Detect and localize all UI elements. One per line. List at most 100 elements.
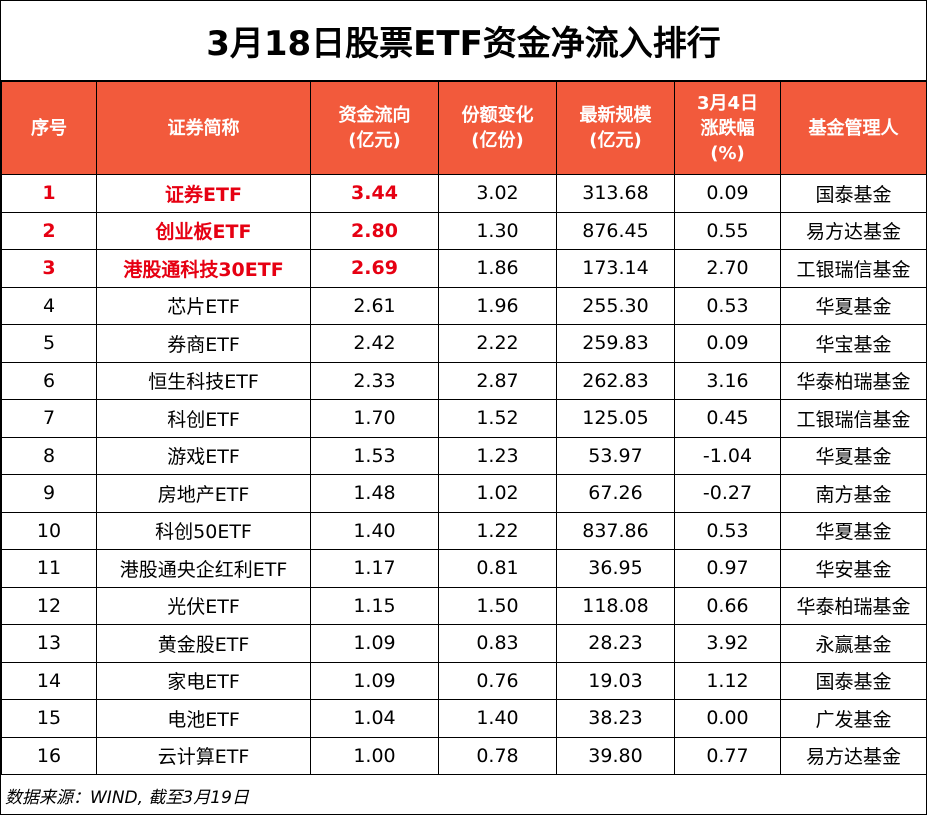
cell-flow: 2.80: [310, 211, 439, 250]
cell-rank: 12: [1, 586, 97, 625]
cell-scale: 53.97: [556, 436, 675, 475]
cell-change: 0.77: [674, 736, 781, 775]
cell-change: 0.09: [674, 324, 781, 363]
table-row: 4 芯片ETF 2.61 1.96 255.30 0.53 华夏基金: [1, 286, 927, 325]
cell-scale: 118.08: [556, 586, 675, 625]
cell-name: 创业板ETF: [96, 211, 311, 250]
cell-name: 家电ETF: [96, 661, 311, 700]
cell-change: 0.66: [674, 586, 781, 625]
cell-scale: 255.30: [556, 286, 675, 325]
cell-change: 1.12: [674, 661, 781, 700]
cell-rank: 4: [1, 286, 97, 325]
cell-scale: 262.83: [556, 361, 675, 400]
cell-name: 光伏ETF: [96, 586, 311, 625]
cell-rank: 16: [1, 736, 97, 775]
cell-name: 港股通央企红利ETF: [96, 549, 311, 588]
cell-share: 1.52: [438, 399, 557, 438]
cell-scale: 36.95: [556, 549, 675, 588]
cell-share: 2.87: [438, 361, 557, 400]
table-row: 6 恒生科技ETF 2.33 2.87 262.83 3.16 华泰柏瑞基金: [1, 361, 927, 400]
cell-rank: 8: [1, 436, 97, 475]
header-manager: 基金管理人: [780, 81, 927, 175]
cell-change: 0.53: [674, 511, 781, 550]
cell-rank: 14: [1, 661, 97, 700]
cell-manager: 国泰基金: [780, 661, 927, 700]
cell-scale: 39.80: [556, 736, 675, 775]
cell-rank: 10: [1, 511, 97, 550]
cell-manager: 华夏基金: [780, 286, 927, 325]
cell-share: 0.81: [438, 549, 557, 588]
cell-flow: 1.70: [310, 399, 439, 438]
cell-flow: 1.40: [310, 511, 439, 550]
table-row: 1 证券ETF 3.44 3.02 313.68 0.09 国泰基金: [1, 174, 927, 213]
cell-flow: 2.33: [310, 361, 439, 400]
cell-change: 0.00: [674, 699, 781, 738]
cell-rank: 13: [1, 624, 97, 663]
cell-scale: 28.23: [556, 624, 675, 663]
cell-name: 芯片ETF: [96, 286, 311, 325]
cell-change: 0.09: [674, 174, 781, 213]
cell-scale: 19.03: [556, 661, 675, 700]
cell-change: -1.04: [674, 436, 781, 475]
table-row: 15 电池ETF 1.04 1.40 38.23 0.00 广发基金: [1, 699, 927, 738]
table-row: 16 云计算ETF 1.00 0.78 39.80 0.77 易方达基金: [1, 736, 927, 775]
cell-name: 证券ETF: [96, 174, 311, 213]
header-scale: 最新规模 (亿元): [556, 81, 675, 175]
cell-manager: 华泰柏瑞基金: [780, 586, 927, 625]
cell-manager: 华安基金: [780, 549, 927, 588]
cell-change: 3.92: [674, 624, 781, 663]
cell-manager: 国泰基金: [780, 174, 927, 213]
table-row: 13 黄金股ETF 1.09 0.83 28.23 3.92 永赢基金: [1, 624, 927, 663]
cell-share: 1.23: [438, 436, 557, 475]
cell-name: 房地产ETF: [96, 474, 311, 513]
cell-manager: 易方达基金: [780, 736, 927, 775]
cell-share: 1.22: [438, 511, 557, 550]
cell-share: 0.78: [438, 736, 557, 775]
cell-manager: 华夏基金: [780, 511, 927, 550]
cell-name: 科创ETF: [96, 399, 311, 438]
header-name: 证券简称: [96, 81, 311, 175]
cell-scale: 313.68: [556, 174, 675, 213]
cell-change: 0.97: [674, 549, 781, 588]
cell-rank: 7: [1, 399, 97, 438]
page-title: 3月18日股票ETF资金净流入排行: [1, 1, 926, 81]
cell-rank: 5: [1, 324, 97, 363]
cell-flow: 1.15: [310, 586, 439, 625]
table-row: 2 创业板ETF 2.80 1.30 876.45 0.55 易方达基金: [1, 211, 927, 250]
cell-rank: 15: [1, 699, 97, 738]
cell-flow: 1.00: [310, 736, 439, 775]
cell-name: 港股通科技30ETF: [96, 249, 311, 288]
cell-rank: 9: [1, 474, 97, 513]
table-row: 14 家电ETF 1.09 0.76 19.03 1.12 国泰基金: [1, 661, 927, 700]
cell-scale: 38.23: [556, 699, 675, 738]
cell-scale: 125.05: [556, 399, 675, 438]
table-row: 8 游戏ETF 1.53 1.23 53.97 -1.04 华夏基金: [1, 436, 927, 475]
cell-share: 1.30: [438, 211, 557, 250]
cell-flow: 1.53: [310, 436, 439, 475]
cell-name: 黄金股ETF: [96, 624, 311, 663]
cell-rank: 11: [1, 549, 97, 588]
cell-name: 科创50ETF: [96, 511, 311, 550]
cell-scale: 259.83: [556, 324, 675, 363]
cell-share: 1.86: [438, 249, 557, 288]
cell-manager: 南方基金: [780, 474, 927, 513]
cell-flow: 1.09: [310, 624, 439, 663]
cell-name: 券商ETF: [96, 324, 311, 363]
cell-manager: 广发基金: [780, 699, 927, 738]
cell-scale: 876.45: [556, 211, 675, 250]
cell-change: 0.45: [674, 399, 781, 438]
cell-share: 0.76: [438, 661, 557, 700]
cell-manager: 华夏基金: [780, 436, 927, 475]
cell-share: 1.96: [438, 286, 557, 325]
cell-change: 0.53: [674, 286, 781, 325]
cell-flow: 1.04: [310, 699, 439, 738]
cell-manager: 永赢基金: [780, 624, 927, 663]
cell-flow: 2.69: [310, 249, 439, 288]
cell-change: 2.70: [674, 249, 781, 288]
table-row: 9 房地产ETF 1.48 1.02 67.26 -0.27 南方基金: [1, 474, 927, 513]
header-flow: 资金流向 (亿元): [310, 81, 439, 175]
header-change: 3月4日 涨跌幅 (%): [674, 81, 781, 175]
table-row: 5 券商ETF 2.42 2.22 259.83 0.09 华宝基金: [1, 324, 927, 363]
cell-name: 云计算ETF: [96, 736, 311, 775]
cell-manager: 工银瑞信基金: [780, 249, 927, 288]
